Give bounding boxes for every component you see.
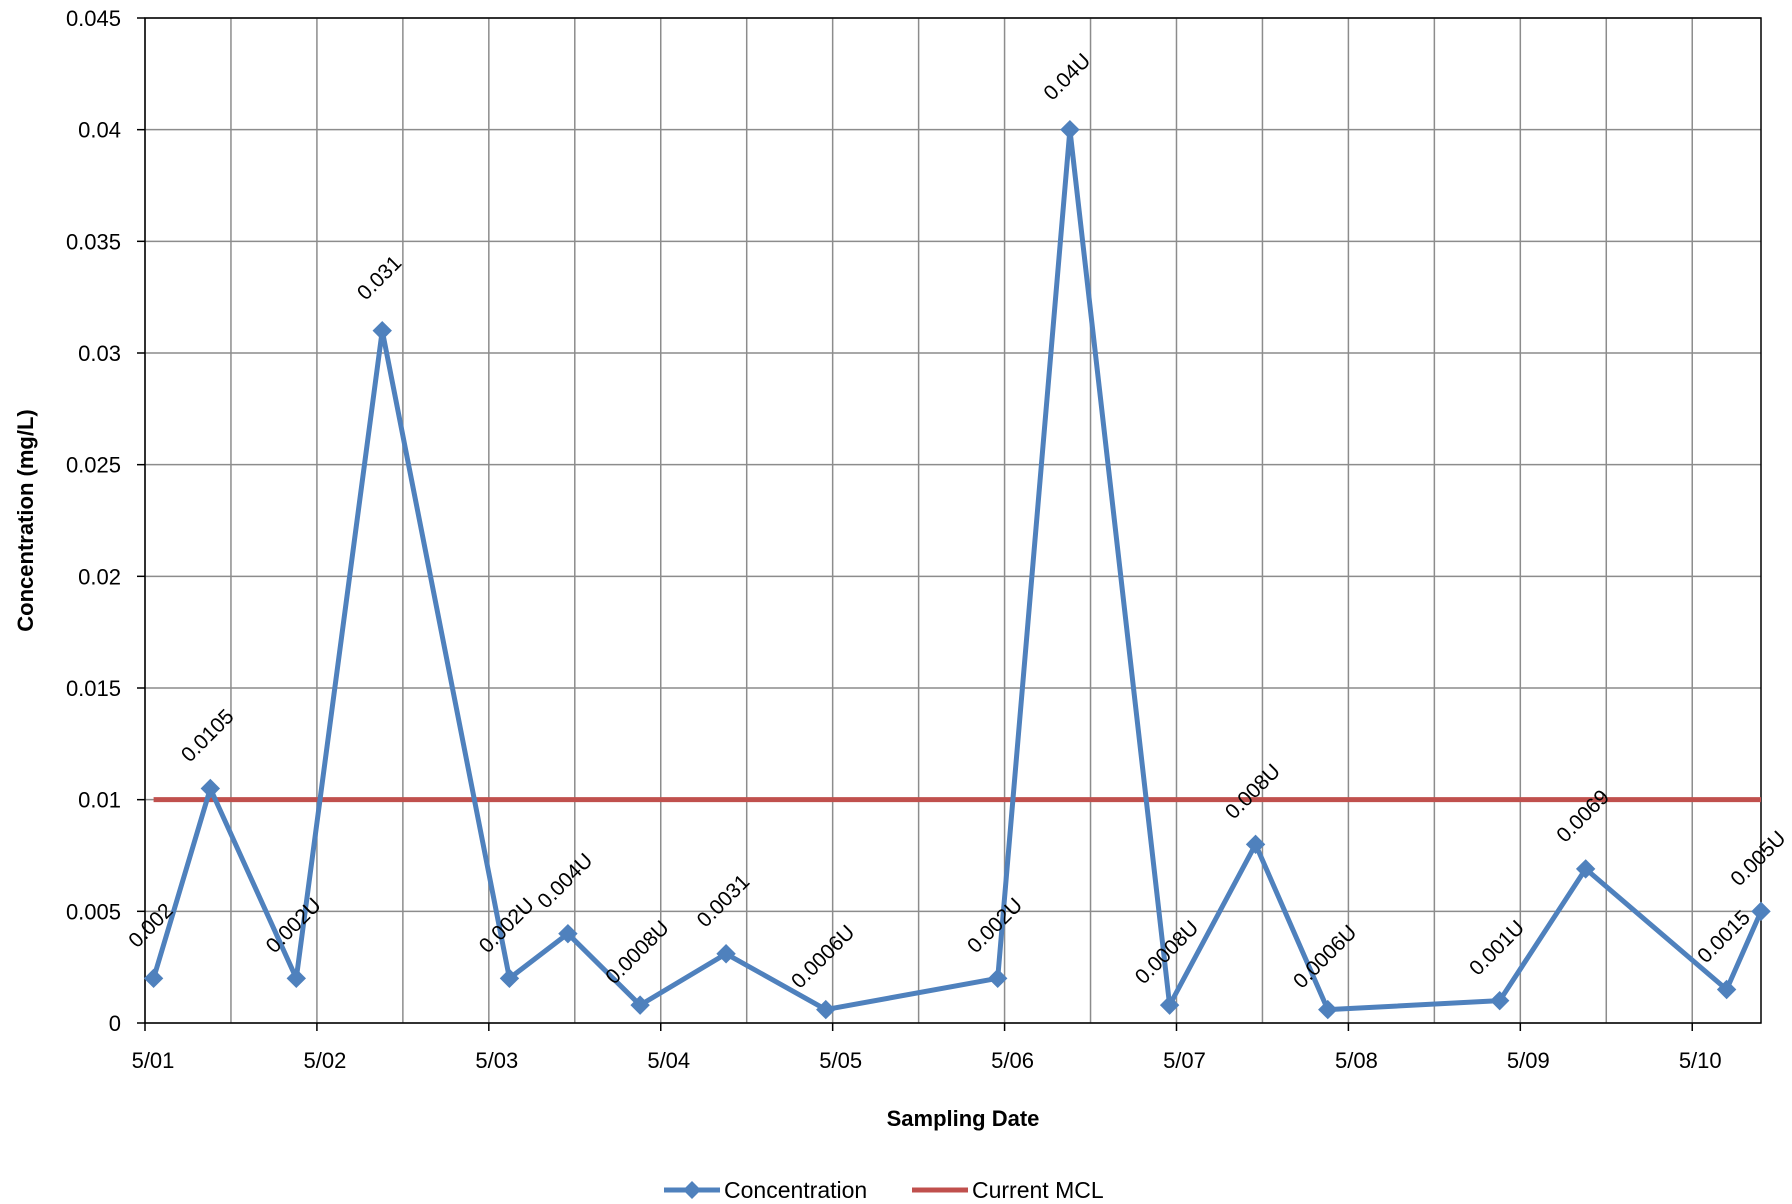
gridlines (144, 17, 1761, 1024)
x-tick-label: 5/05 (819, 1048, 862, 1073)
data-label: 0.004U (533, 849, 597, 913)
y-tick-label: 0 (109, 1011, 121, 1036)
legend: Concentration Current MCL (664, 1177, 1104, 1203)
data-point (1489, 990, 1510, 1011)
x-tick-label: 5/04 (647, 1048, 690, 1073)
data-point (1716, 979, 1737, 1000)
x-tick-label: 5/08 (1335, 1048, 1378, 1073)
data-label: 0.0006U (1289, 921, 1361, 993)
y-axis-title: Concentration (mg/L) (13, 409, 38, 631)
legend-item: Concentration (664, 1177, 867, 1203)
y-tick-label: 0.03 (78, 341, 121, 366)
x-tick-label: 5/10 (1679, 1048, 1722, 1073)
data-label: 0.0008U (601, 916, 673, 988)
y-tick-label: 0.01 (78, 788, 121, 813)
data-label: 0.005U (1726, 827, 1790, 891)
data-label: 0.008U (1221, 760, 1285, 824)
data-point (499, 968, 520, 989)
data-point (1245, 834, 1266, 855)
data-label: 0.0105 (177, 705, 239, 767)
data-point (1575, 859, 1596, 879)
data-point (816, 999, 836, 1020)
legend-item: Current MCL (912, 1177, 1104, 1203)
data-label: 0.002U (963, 894, 1027, 958)
y-axis-ticks: 0 0.005 0.01 0.015 0.02 0.025 0.03 0.035 0.04 0.0… (66, 6, 145, 1036)
plot-area (144, 17, 1762, 1024)
data-point (1751, 901, 1771, 922)
y-tick-label: 0.005 (66, 899, 121, 924)
data-label: 0.0015 (1693, 906, 1755, 968)
legend-label: Concentration (724, 1177, 867, 1203)
data-point (1060, 119, 1080, 140)
data-point (286, 968, 306, 989)
y-tick-label: 0.035 (66, 229, 121, 254)
data-point (143, 968, 164, 989)
series-line-concentration (151, 127, 1764, 1013)
data-label: 0.0069 (1552, 785, 1614, 847)
data-labels: 0.0020.01050.002U0.0310.002U0.004U0.0008… (124, 49, 1790, 993)
x-axis-ticks: 5/01 5/02 5/03 5/04 5/05 5/06 5/07 5/08 5/09 5/10 (132, 1023, 1722, 1073)
y-tick-label: 0.04 (78, 118, 121, 143)
data-label: 0.0031 (693, 870, 755, 932)
y-tick-label: 0.025 (66, 453, 121, 478)
x-tick-label: 5/06 (991, 1048, 1034, 1073)
data-label: 0.0006U (787, 921, 859, 993)
data-label: 0.031 (353, 251, 406, 304)
data-point (1318, 999, 1338, 1020)
legend-marker (683, 1181, 701, 1199)
y-tick-label: 0.045 (66, 6, 121, 31)
legend-label: Current MCL (972, 1177, 1104, 1203)
x-tick-label: 5/07 (1163, 1048, 1206, 1073)
y-tick-label: 0.015 (66, 676, 121, 701)
data-point (372, 320, 392, 341)
x-tick-label: 5/09 (1507, 1048, 1550, 1073)
y-tick-label: 0.02 (78, 564, 121, 589)
data-label: 0.002U (475, 894, 539, 958)
x-axis-title: Sampling Date (887, 1106, 1040, 1131)
series-layer (143, 119, 1771, 1020)
data-point (558, 923, 578, 944)
data-point (630, 995, 650, 1015)
data-point (1159, 995, 1180, 1015)
data-point (987, 968, 1008, 989)
x-tick-label: 5/01 (132, 1048, 175, 1073)
data-point (200, 778, 221, 799)
data-point (716, 944, 736, 964)
x-tick-label: 5/03 (475, 1048, 518, 1073)
data-label: 0.04U (1039, 49, 1095, 105)
x-tick-label: 5/02 (304, 1048, 347, 1073)
